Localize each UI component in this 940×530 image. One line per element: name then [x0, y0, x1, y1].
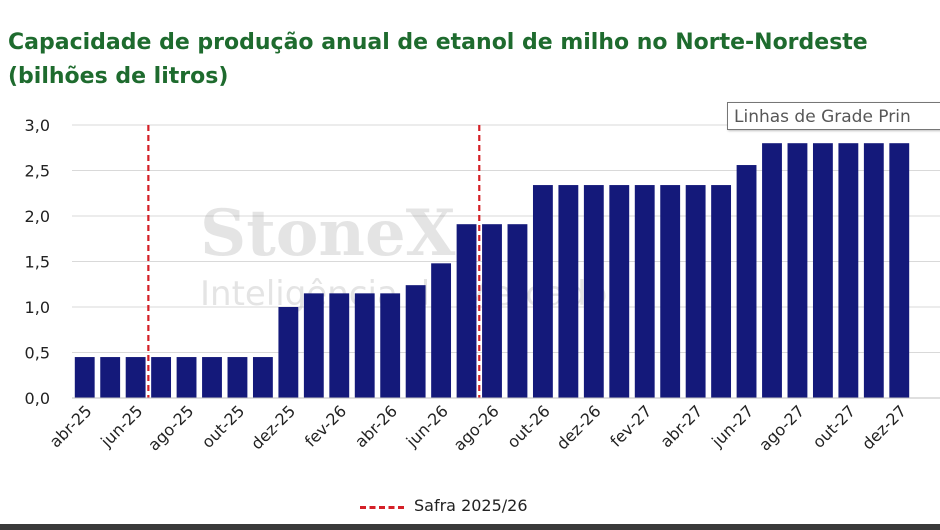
bar-ago-25 — [176, 357, 197, 398]
gridlines-tooltip: Linhas de Grade Prin — [727, 102, 940, 130]
x-tick-label: out-26 — [503, 401, 553, 451]
bar-out-25 — [227, 357, 248, 398]
bars — [74, 143, 910, 398]
bar-fev-26 — [329, 293, 350, 398]
bar-set-25 — [202, 357, 222, 398]
x-tick-label: dez-26 — [553, 401, 605, 453]
y-tick-label: 2,0 — [25, 207, 50, 226]
bar-jul-27 — [762, 143, 782, 398]
bar-jul-25 — [151, 357, 172, 398]
x-tick-label: abr-25 — [46, 401, 96, 451]
bar-chart: StoneX Inteligência de Mercado 0,00,51,0… — [25, 116, 940, 455]
y-tick-label: 1,5 — [25, 253, 50, 272]
x-tick-label: out-27 — [809, 401, 859, 451]
bar-set-26 — [507, 224, 528, 398]
x-tick-label: dez-27 — [858, 401, 910, 453]
y-tick-label: 0,5 — [25, 344, 50, 363]
y-axis: 0,0 0,5 1,0 1,5 2,0 2,5 3,0 — [25, 116, 50, 408]
bar-out-26 — [532, 185, 553, 398]
bottom-border — [0, 524, 940, 530]
y-tick-label: 2,5 — [25, 162, 50, 181]
bar-dez-26 — [583, 185, 604, 398]
bar-abr-25 — [74, 357, 95, 398]
bar-mai-26 — [405, 285, 426, 398]
x-tick-label: jun-27 — [707, 401, 757, 451]
bar-jul-26 — [456, 224, 477, 398]
bar-jun-27 — [736, 165, 757, 398]
bar-fev-27 — [634, 185, 655, 398]
bar-out-27 — [838, 143, 859, 398]
bar-mai-25 — [100, 357, 121, 398]
bar-jun-26 — [431, 263, 452, 398]
bar-jan-26 — [303, 293, 324, 398]
bar-nov-25 — [252, 357, 273, 398]
bar-dez-27 — [889, 143, 910, 398]
bar-mai-27 — [711, 185, 732, 398]
y-tick-label: 3,0 — [25, 116, 50, 135]
x-tick-label: ago-27 — [755, 401, 808, 454]
x-tick-label: dez-25 — [247, 401, 299, 453]
chart-title-line1: Capacidade de produção anual de etanol d… — [8, 30, 868, 55]
bar-ago-26 — [482, 224, 502, 398]
chart-title-line2: (bilhões de litros) — [8, 64, 229, 89]
bar-mar-27 — [660, 185, 681, 398]
y-tick-label: 0,0 — [25, 389, 50, 408]
safra-markers — [147, 125, 481, 398]
legend-label: Safra 2025/26 — [414, 496, 528, 515]
bar-nov-26 — [558, 185, 579, 398]
bar-jan-27 — [609, 185, 630, 398]
y-tick-label: 1,0 — [25, 298, 50, 317]
x-tick-label: out-25 — [198, 401, 248, 451]
bar-abr-27 — [685, 185, 706, 398]
x-tick-label: jun-25 — [96, 401, 146, 451]
legend-dashed-line-swatch — [360, 506, 404, 509]
bar-set-27 — [812, 143, 833, 398]
legend: Safra 2025/26 — [0, 494, 940, 520]
bar-nov-27 — [863, 143, 884, 398]
bar-dez-25 — [278, 307, 299, 398]
x-tick-label: ago-25 — [144, 401, 197, 454]
x-tick-label: abr-27 — [657, 401, 707, 451]
x-tick-label: fev-26 — [301, 401, 350, 450]
watermark-logo: StoneX — [200, 196, 456, 271]
x-tick-label: ago-26 — [450, 401, 503, 454]
chart-title: Capacidade de produção anual de etanol d… — [8, 26, 928, 94]
x-tick-label: jun-26 — [402, 401, 452, 451]
x-tick-label: fev-27 — [606, 401, 655, 450]
bar-abr-26 — [380, 293, 401, 398]
bar-mar-26 — [354, 293, 375, 398]
bar-jun-25 — [125, 357, 146, 398]
x-tick-label: abr-26 — [351, 401, 401, 451]
bar-ago-27 — [787, 143, 808, 398]
